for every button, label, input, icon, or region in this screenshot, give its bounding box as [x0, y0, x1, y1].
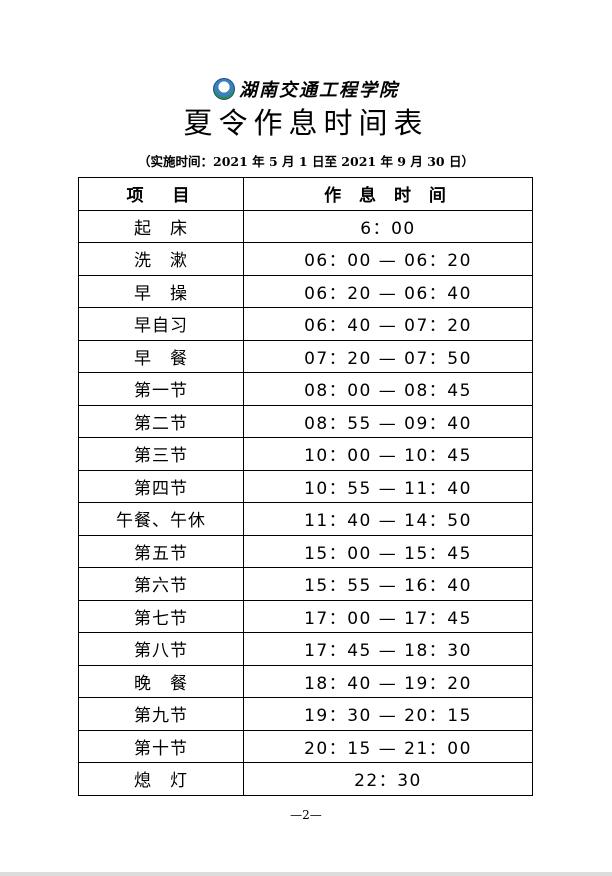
table-row: 起 床 6：00	[78, 209, 533, 243]
schedule-time: 11：40 — 14：50	[243, 502, 533, 536]
table-row: 早 餐 07：20 — 07：50	[78, 339, 533, 373]
column-header-time: 作 息 时 间	[243, 177, 533, 211]
schedule-item: 第八节	[78, 632, 244, 666]
schedule-time: 06：40 — 07：20	[243, 307, 533, 341]
table-header-row: 项 目 作 息 时 间	[78, 177, 533, 211]
schedule-time: 17：45 — 18：30	[243, 632, 533, 666]
table-row: 晚 餐 18：40 — 19：20	[78, 664, 533, 698]
effective-period: （实施时间：2021 年 5 月 1 日至 2021 年 9 月 30 日）	[138, 154, 474, 169]
table-row: 第六节 15：55 — 16：40	[78, 567, 533, 601]
schedule-time: 22：30	[243, 762, 533, 796]
schedule-item: 第六节	[78, 567, 244, 601]
schedule-item: 起 床	[78, 209, 244, 243]
table-row: 第九节 19：30 — 20：15	[78, 697, 533, 731]
table-row: 第五节 15：00 — 15：45	[78, 534, 533, 568]
org-header: 湖南交通工程学院	[0, 76, 612, 102]
table-row: 第一节 08：00 — 08：45	[78, 372, 533, 406]
table-row: 熄 灯 22：30	[78, 762, 533, 796]
page-number: —2—	[290, 808, 322, 822]
schedule-time: 18：40 — 19：20	[243, 664, 533, 698]
schedule-item: 熄 灯	[78, 762, 244, 796]
table-row: 早 操 06：20 — 06：40	[78, 274, 533, 308]
table-row: 洗 漱 06：00 — 06：20	[78, 242, 533, 276]
column-header-item: 项 目	[78, 177, 244, 211]
schedule-time: 06：00 — 06：20	[243, 242, 533, 276]
schedule-item: 第三节	[78, 437, 244, 471]
schedule-time: 06：20 — 06：40	[243, 274, 533, 308]
schedule-item: 晚 餐	[78, 664, 244, 698]
schedule-item: 早 操	[78, 274, 244, 308]
schedule-item: 第九节	[78, 697, 244, 731]
table-row: 午餐、午休 11：40 — 14：50	[78, 502, 533, 536]
schedule-time: 15：55 — 16：40	[243, 567, 533, 601]
schedule-time: 08：00 — 08：45	[243, 372, 533, 406]
schedule-item: 午餐、午休	[78, 502, 244, 536]
table-row: 第十节 20：15 — 21：00	[78, 729, 533, 763]
org-name: 湖南交通工程学院	[239, 80, 399, 101]
schedule-item: 第七节	[78, 599, 244, 633]
schedule-item: 第二节	[78, 404, 244, 438]
schedule-time: 10：55 — 11：40	[243, 469, 533, 503]
schedule-table: 项 目 作 息 时 间 起 床 6：00 洗 漱 06：00 — 06：20 早 操 06…	[78, 177, 533, 796]
table-row: 第二节 08：55 — 09：40	[78, 404, 533, 438]
page-title: 夏令作息时间表	[183, 106, 429, 140]
schedule-item: 早自习	[78, 307, 244, 341]
viewer-bottom-bar	[0, 872, 612, 876]
table-row: 早自习 06：40 — 07：20	[78, 307, 533, 341]
table-row: 第四节 10：55 — 11：40	[78, 469, 533, 503]
schedule-item: 第五节	[78, 534, 244, 568]
schedule-time: 19：30 — 20：15	[243, 697, 533, 731]
college-logo-icon	[213, 78, 235, 100]
schedule-time: 08：55 — 09：40	[243, 404, 533, 438]
schedule-item: 洗 漱	[78, 242, 244, 276]
schedule-item: 早 餐	[78, 339, 244, 373]
schedule-time: 15：00 — 15：45	[243, 534, 533, 568]
schedule-time: 10：00 — 10：45	[243, 437, 533, 471]
table-row: 第七节 17：00 — 17：45	[78, 599, 533, 633]
schedule-time: 20：15 — 21：00	[243, 729, 533, 763]
schedule-item: 第一节	[78, 372, 244, 406]
schedule-item: 第四节	[78, 469, 244, 503]
table-row: 第三节 10：00 — 10：45	[78, 437, 533, 471]
schedule-time: 07：20 — 07：50	[243, 339, 533, 373]
schedule-item: 第十节	[78, 729, 244, 763]
schedule-time: 6：00	[243, 209, 533, 243]
table-row: 第八节 17：45 — 18：30	[78, 632, 533, 666]
schedule-time: 17：00 — 17：45	[243, 599, 533, 633]
